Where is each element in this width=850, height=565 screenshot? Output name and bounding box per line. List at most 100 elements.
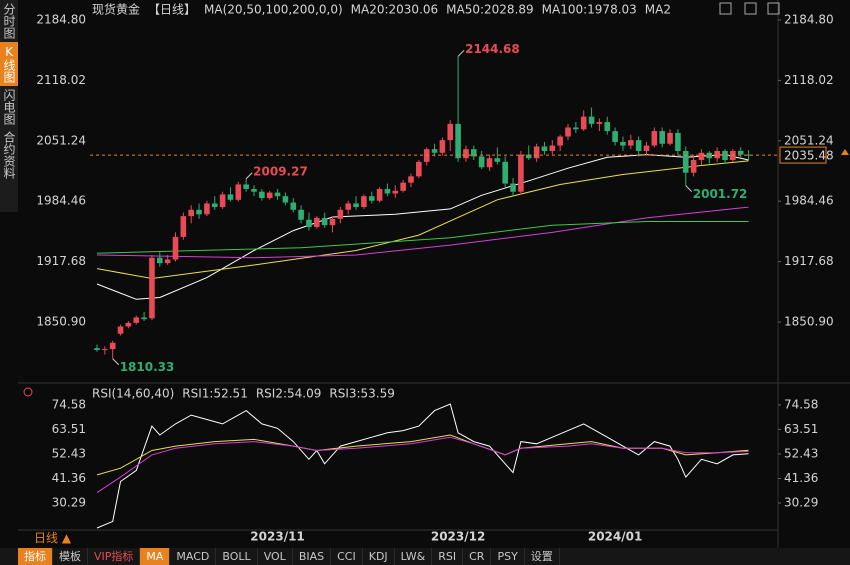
candle-body xyxy=(282,196,289,203)
toolbar-tab[interactable]: 指标 xyxy=(18,548,53,565)
candle-body xyxy=(259,191,265,199)
candle-body xyxy=(431,149,438,153)
y-tick-label: 2051.24 xyxy=(36,133,86,147)
candle-body xyxy=(204,203,210,215)
candle-body xyxy=(533,146,540,159)
sidebar: 分时图 K线图闪电图合约资料 xyxy=(0,0,18,212)
legend-entry: MA50:2028.89 xyxy=(446,3,534,17)
sidebar-tab[interactable]: 闪电图 xyxy=(2,89,16,125)
candle-body xyxy=(643,145,650,151)
candle-body xyxy=(471,149,477,157)
toolbar-tab[interactable]: KDJ xyxy=(363,548,395,565)
toolbar-tab[interactable]: MA xyxy=(140,548,171,565)
sidebar-tab[interactable]: 分时图 xyxy=(2,3,16,39)
legend-entry: MA100:1978.03 xyxy=(542,3,637,17)
close-icon[interactable] xyxy=(767,2,780,15)
candle-body xyxy=(180,216,187,237)
candle-body xyxy=(502,161,508,184)
settings-icon[interactable] xyxy=(23,387,33,397)
candle-body xyxy=(274,192,281,197)
candle-body xyxy=(557,136,563,146)
candle-body xyxy=(172,236,179,260)
candle-body xyxy=(329,218,336,226)
sidebar-tab[interactable]: K线图 xyxy=(0,42,18,86)
toolbar-tab[interactable]: LW& xyxy=(395,548,433,565)
y-tick-label: 2184.80 xyxy=(784,13,834,27)
candle-body xyxy=(94,348,100,350)
candle-body xyxy=(667,132,673,144)
toolbar-tab[interactable]: CCI xyxy=(331,548,363,565)
candle-body xyxy=(486,158,493,168)
toolbar-tab[interactable]: CR xyxy=(463,548,492,565)
candle-body xyxy=(149,257,155,319)
candle-body xyxy=(345,203,351,210)
toolbar-tab[interactable]: 设置 xyxy=(525,548,560,565)
candle-body xyxy=(266,192,273,199)
toolbar-tab[interactable]: PSY xyxy=(491,548,525,565)
y-tick-label: 74.58 xyxy=(52,397,86,411)
period-button[interactable]: 日线 ▲ xyxy=(34,531,72,545)
candle-body xyxy=(133,317,140,323)
candle-body xyxy=(188,209,194,217)
toolbar-tab[interactable]: BOLL xyxy=(216,548,258,565)
candle-body xyxy=(447,123,454,141)
candle-body xyxy=(251,188,257,192)
indicator-title: RSI(14,60,40) xyxy=(92,387,174,401)
candle-body xyxy=(612,131,618,142)
legend-entry: MA2 xyxy=(645,3,671,17)
y-tick-label: 2118.02 xyxy=(36,73,86,87)
y-tick-label: 1850.90 xyxy=(784,315,834,329)
toolbar-tab[interactable]: 模板 xyxy=(53,548,88,565)
annotation-leader xyxy=(245,172,253,180)
toolbar-tab[interactable]: RSI xyxy=(432,548,464,565)
candle-body xyxy=(620,141,626,146)
candle-body xyxy=(573,127,579,130)
candle-body xyxy=(384,188,391,194)
toolbar: 指标 模板 VIP指标 MA MACD BOLL VOL BIAS CCI KDJ LW& RSI CR… xyxy=(0,548,850,565)
candle-body xyxy=(722,150,728,161)
candle-body xyxy=(478,156,485,168)
toolbar-tab[interactable]: BIAS xyxy=(293,548,332,565)
candle-body xyxy=(525,154,532,159)
candle-body xyxy=(125,322,132,327)
candle-body xyxy=(211,203,218,208)
window-icon[interactable] xyxy=(719,2,732,15)
candle-body xyxy=(651,131,658,146)
low-label: 1810.33 xyxy=(120,360,175,374)
y-tick-label: 41.36 xyxy=(52,471,86,485)
candle-body xyxy=(628,140,634,146)
annotation-leader xyxy=(457,49,465,57)
low-label: 2001.72 xyxy=(693,187,748,201)
candle-body xyxy=(141,317,147,320)
y-tick-label: 1917.68 xyxy=(784,254,834,268)
candle-body xyxy=(408,176,414,183)
y-tick-label: 2184.80 xyxy=(36,13,86,27)
line xyxy=(96,206,749,259)
toolbar-tab[interactable]: VOL xyxy=(258,548,293,565)
toolbar-tab[interactable]: MACD xyxy=(170,548,217,565)
candle-body xyxy=(196,209,202,215)
last-price-box xyxy=(779,146,827,164)
y-tick-label: 30.29 xyxy=(52,496,86,510)
period: 【日线】 xyxy=(148,3,196,17)
candle-body xyxy=(353,203,359,208)
y-tick-label: 2051.24 xyxy=(784,133,834,147)
candle-body xyxy=(737,150,744,155)
candle-body xyxy=(541,146,548,151)
candle-body xyxy=(219,194,226,208)
legend-entry: RSI1:52.51 xyxy=(182,387,248,401)
toolbar-tab[interactable]: VIP指标 xyxy=(88,548,141,565)
window-icon[interactable] xyxy=(744,2,757,15)
instrument: 现货黄金 xyxy=(92,2,140,17)
x-tick-label: 2023/12 xyxy=(431,530,485,544)
y-tick-label: 1917.68 xyxy=(36,254,86,268)
y-tick-label: 74.58 xyxy=(784,397,818,411)
candle-body xyxy=(463,149,469,159)
y-tick-label: 1984.46 xyxy=(784,194,834,208)
sidebar-tab[interactable]: 合约资料 xyxy=(2,131,16,179)
candle-body xyxy=(675,132,681,151)
candle-body xyxy=(745,154,752,156)
y-tick-label: 52.43 xyxy=(784,446,818,460)
candle-body xyxy=(714,150,720,159)
